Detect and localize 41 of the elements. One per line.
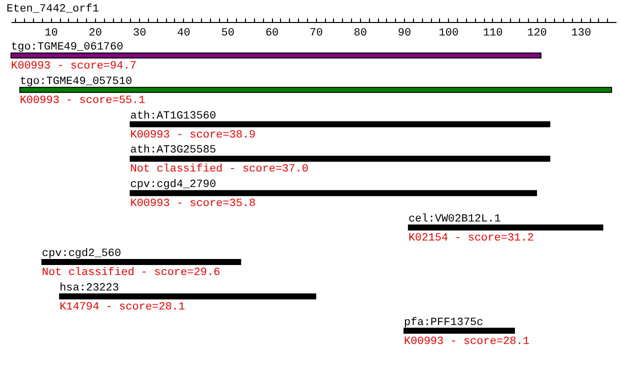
annotation: K00993 - score=94.7 [11, 60, 136, 72]
x-tick-label: 100 [438, 28, 459, 40]
y-tick-label: tgo:TGME49_057510 [20, 76, 132, 88]
bar [408, 224, 604, 231]
y-tick-label: cpv:cgd2_560 [42, 248, 122, 260]
y-tick-label: tgo:TGME49_061760 [11, 41, 124, 54]
x-tick-label: 50 [221, 28, 234, 40]
bar [41, 258, 242, 265]
x-tick-label: 20 [88, 28, 102, 40]
x-tick-label: 80 [354, 28, 367, 40]
annotation: K02154 - score=31.2 [408, 232, 534, 245]
x-tick-label: 90 [398, 28, 412, 40]
x-tick-label: 40 [177, 28, 190, 40]
annotation: Not classified - score=37.0 [130, 164, 308, 176]
bar [59, 293, 316, 300]
x-tick-label: 110 [482, 28, 503, 40]
bar [19, 86, 612, 93]
bar [130, 156, 550, 162]
x-tick-label: 130 [571, 28, 592, 40]
bar [10, 52, 542, 58]
annotation: K00993 - score=35.8 [130, 198, 256, 210]
x-tick-label: 70 [310, 28, 323, 40]
annotation: K00993 - score=55.1 [20, 94, 146, 107]
annotation: K00993 - score=28.1 [404, 336, 530, 348]
bar [404, 328, 515, 334]
annotation: Not classified - score=29.6 [42, 266, 220, 279]
x-tick-label: 30 [132, 28, 146, 40]
annotation: K14794 - score=28.1 [60, 301, 186, 314]
y-tick-label: cel:VW02B12L.1 [408, 214, 502, 226]
chart-title: Eten_7442_orf1 [6, 4, 100, 16]
x-tick-label: 60 [265, 28, 279, 40]
y-tick-label: hsa:23223 [60, 282, 119, 294]
annotation: K00993 - score=38.9 [130, 129, 256, 142]
y-tick-label: cpv:cgd4_2790 [130, 179, 216, 192]
bar [130, 121, 550, 128]
y-tick-label: ath:AT3G25585 [130, 144, 216, 157]
y-tick-label: ath:AT1G13560 [130, 110, 216, 122]
bar [130, 190, 538, 196]
x-tick-label: 120 [527, 28, 547, 40]
x-tick-label: 10 [44, 28, 58, 40]
y-tick-label: pfa:PFF1375c [404, 316, 484, 329]
